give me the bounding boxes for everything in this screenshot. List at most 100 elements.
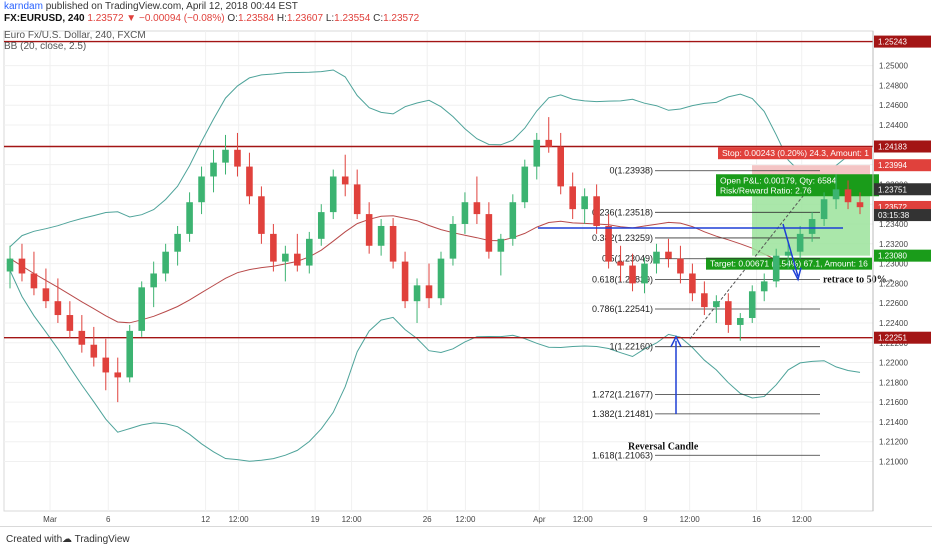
candle-body [18,258,26,274]
price-tag-text: 1.24183 [878,142,907,151]
price-tag-text: 1.22251 [878,334,907,343]
price-change: ▼ −0.00094 (−0.08%) [126,13,225,24]
candle-body [473,202,481,215]
candle-body [365,214,373,246]
candle-body [629,265,636,284]
target-label-text: Target: 0.00671 (0.54%) 67.1, Amount: 16 [710,259,868,269]
close-value: 1.23572 [383,13,420,24]
candle-body [42,288,50,302]
rr-label-text: Risk/Reward Ratio: 2.76 [720,185,812,195]
low-label: L: [325,13,335,24]
candle-body [701,293,708,308]
time-tick-label: 12 [201,515,210,524]
candle-body [736,318,744,325]
candle-body [437,258,445,299]
time-axis[interactable]: Mar 6 12 12:00 19 12:00 26 12:00 Apr 12:00 9 12:00 1… [43,515,812,524]
price-axis[interactable]: 1.250001.248001.246001.244001.240001.238… [872,31,931,511]
candle-body [234,149,241,167]
candle-body [677,258,684,274]
time-tick-label: 12:00 [229,515,250,524]
time-tick-label: 12:00 [573,515,594,524]
time-tick-label: 12:00 [342,515,363,524]
bb-upper [9,69,861,248]
open-label: O: [227,13,238,24]
symbol-label[interactable]: FX:EURUSD, 240 [4,13,85,24]
fib-level-label: 1.618(1.21063) [592,450,653,460]
candle-body [784,251,792,256]
fib-level-label: 0.5(1.23049) [602,254,653,264]
candle-body [138,287,145,331]
candle-body [102,357,110,373]
price-tick-label: 1.24800 [879,81,908,90]
open-value: 1.23584 [237,13,275,24]
candle-body [461,202,469,224]
price-tick-label: 1.22600 [879,299,908,308]
legend-line: FX:EURUSD, 240 1.23572 ▼ −0.00094 (−0.08… [4,13,419,24]
price-tag [874,209,931,222]
candle-body [772,255,780,282]
fib-level-label: 0(1.23938) [609,166,653,176]
candle-body [186,202,193,234]
fib-level-label: 1.272(1.21677) [592,390,653,400]
price-tick-label: 1.21800 [879,378,908,387]
publish-line: karndam published on TradingView.com, Ap… [4,1,298,12]
close-label: C: [373,13,384,24]
candlestick-series [6,117,864,403]
instrument-title: Euro Fx/U.S. Dollar, 240, FXCM [4,30,146,41]
price-tag [874,159,931,172]
candle-body [545,139,553,147]
candle-body [198,176,205,203]
retrace-note: retrace to 50% - [823,274,893,285]
open-pnl-box [716,174,879,187]
price-chart[interactable]: Stop: 0.00243 (0.20%) 24.3, Amount: 1 Ope… [0,0,932,526]
candle-body [581,196,588,210]
high-value: 1.23607 [286,13,324,24]
reversal-note: Reversal Candle [628,442,699,453]
candle-body [593,196,600,226]
candle-body [569,186,576,210]
candle-body [557,146,564,187]
stop-label-box [718,147,872,160]
candle-body [54,301,62,316]
arrowhead-down [792,267,802,282]
candle-body [6,258,14,272]
price-tick-label: 1.21000 [879,458,908,467]
candle-body [425,285,433,299]
price-tick-label: 1.22800 [879,279,908,288]
candle-body [210,162,217,177]
candle-body [832,189,840,200]
candle-body [270,233,277,262]
candle-body [796,233,804,252]
candle-body [449,223,457,259]
open-pnl-text: Open P&L: 0.00179, Qty: 6584 [720,175,837,185]
author-link[interactable]: karndam [4,1,43,12]
candle-body [689,273,696,294]
arrowhead-up [670,335,682,348]
candle-body [808,219,816,234]
price-tick-label: 1.23000 [879,260,908,269]
price-tag-text: 1.23751 [878,185,907,194]
candle-body [329,176,337,213]
candle-body [150,273,157,288]
price-tag-text: 1.23080 [878,252,907,261]
indicator-legend[interactable]: BB (20, close, 2.5) [4,41,87,52]
candle-body [748,291,756,319]
last-price: 1.23572 [87,13,124,24]
candle-body [353,184,361,215]
fib-extension: 0(1.23938) 0.236(1.23518) 0.382(1.23259) 0.… [592,166,820,460]
fib-level-label: 0.236(1.23518) [592,207,653,217]
long-position-tool[interactable]: Stop: 0.00243 (0.20%) 24.3, Amount: 1 Ope… [689,147,879,340]
retrace-arrow [782,223,799,277]
price-tick-label: 1.21600 [879,398,908,407]
candle-body [282,253,289,262]
tradingview-logo[interactable]: ☁ TradingView [62,534,130,545]
stop-label-text: Stop: 0.00243 (0.20%) 24.3, Amount: 1 [722,148,869,158]
candle-body [90,344,98,358]
price-tick-label: 1.21400 [879,418,908,427]
time-tick-label: 12:00 [792,515,813,524]
price-tag [874,35,931,48]
price-tag [874,140,931,153]
price-tag-text: 1.23572 [878,203,907,212]
drawings: retrace to 50% - Reversal Candle [538,223,893,453]
time-tick-label: 16 [752,515,761,524]
